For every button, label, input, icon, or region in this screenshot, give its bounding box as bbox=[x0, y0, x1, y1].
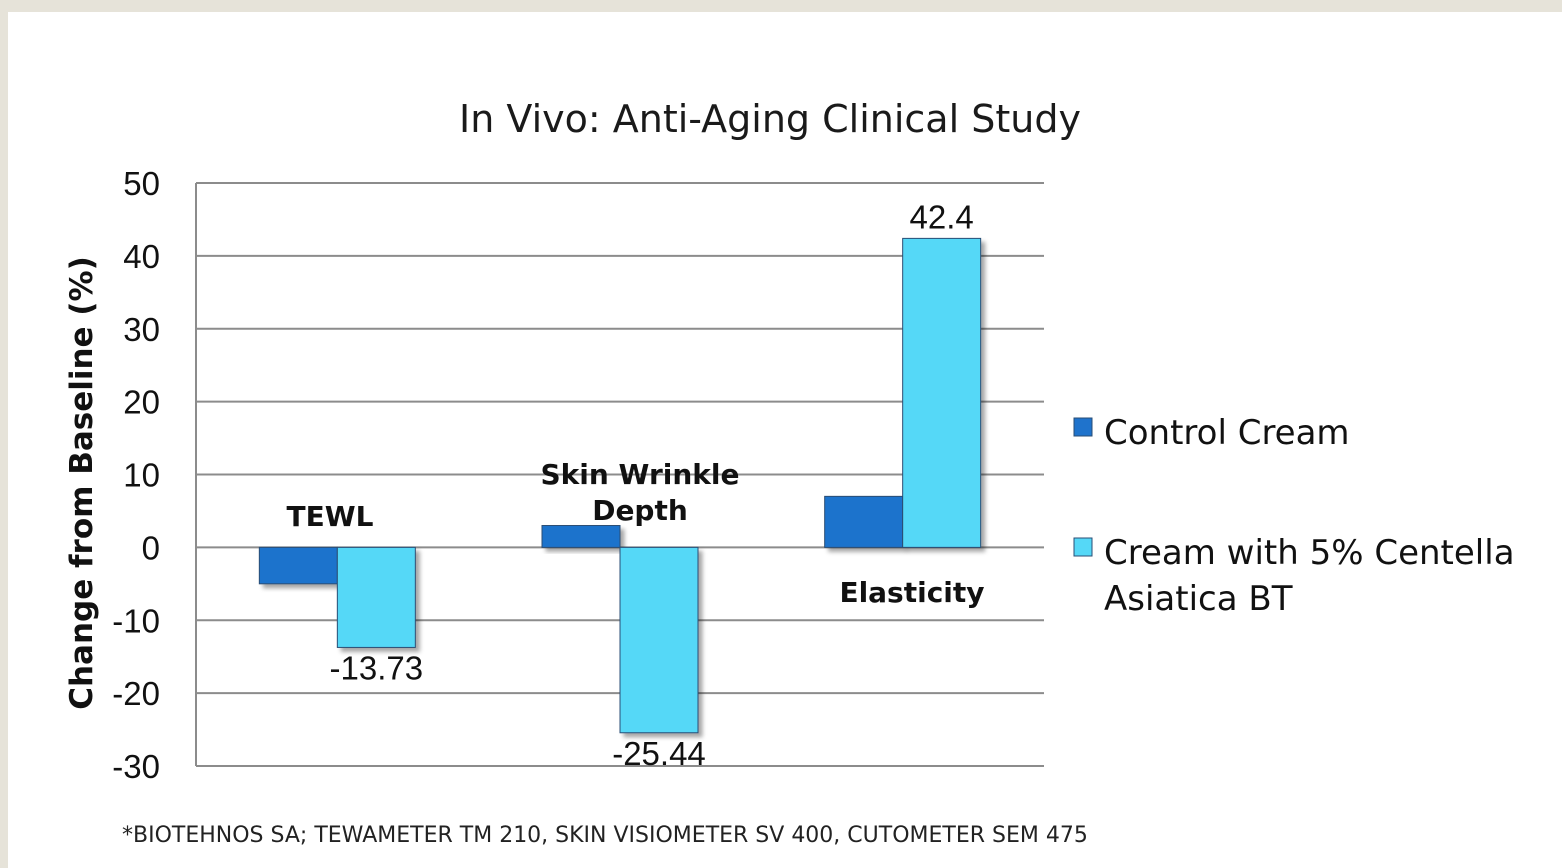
bar bbox=[902, 237, 982, 548]
data-label: -25.44 bbox=[612, 735, 706, 772]
y-tick-label: 10 bbox=[123, 457, 160, 494]
data-label: -13.73 bbox=[330, 649, 424, 686]
legend: Control Cream Cream with 5% Centella Asiat… bbox=[1073, 413, 1515, 619]
category-label: Elasticity bbox=[839, 576, 984, 609]
category-label-line: Depth bbox=[592, 494, 688, 527]
legend-entry-line: Asiatica BT bbox=[1104, 579, 1293, 619]
y-tick-label: 30 bbox=[123, 311, 160, 348]
category-label-line: Elasticity bbox=[839, 576, 984, 609]
category-label: TEWL bbox=[287, 500, 374, 533]
y-tick-label: 0 bbox=[142, 529, 160, 566]
y-axis-label: Change from Baseline (%) bbox=[64, 256, 100, 710]
legend-swatch bbox=[1073, 537, 1093, 557]
y-tick-label: 50 bbox=[123, 165, 160, 202]
legend-entry-line: Control Cream bbox=[1104, 413, 1350, 453]
category-label-line: Skin Wrinkle bbox=[540, 458, 739, 491]
legend-entry: Cream with 5% Centella Asiatica BT bbox=[1104, 533, 1515, 619]
category-labels: TEWL Skin Wrinkle Depth Elasticity bbox=[287, 458, 985, 609]
bar bbox=[336, 546, 416, 648]
data-label: 42.4 bbox=[910, 198, 974, 235]
category-label-line: TEWL bbox=[287, 500, 374, 533]
bars bbox=[258, 237, 982, 734]
y-tick-label: -20 bbox=[112, 675, 160, 712]
chart-title: In Vivo: Anti-Aging Clinical Study bbox=[459, 97, 1081, 141]
bar bbox=[824, 495, 904, 548]
bar bbox=[619, 546, 699, 734]
legend-entry-line: Cream with 5% Centella bbox=[1104, 533, 1515, 573]
legend-entry: Control Cream bbox=[1104, 413, 1350, 453]
bar bbox=[541, 525, 621, 548]
y-tick-label: 20 bbox=[123, 384, 160, 421]
data-labels: -13.73 -25.44 42.4 bbox=[330, 198, 974, 771]
legend-swatch bbox=[1073, 417, 1093, 437]
category-label: Skin Wrinkle Depth bbox=[540, 458, 739, 527]
y-tick-label: 40 bbox=[123, 238, 160, 275]
chart-panel: In Vivo: Anti-Aging Clinical Study 50 40 3… bbox=[8, 12, 1562, 868]
y-axis-ticks: 50 40 30 20 10 0 -10 -20 -30 bbox=[112, 165, 160, 785]
footnote: *BIOTEHNOS SA; TEWAMETER TM 210, SKIN VI… bbox=[122, 823, 1088, 848]
y-tick-label: -30 bbox=[112, 748, 160, 785]
bar-chart: In Vivo: Anti-Aging Clinical Study 50 40 3… bbox=[64, 97, 1515, 848]
y-tick-label: -10 bbox=[112, 602, 160, 639]
bar bbox=[258, 546, 338, 585]
